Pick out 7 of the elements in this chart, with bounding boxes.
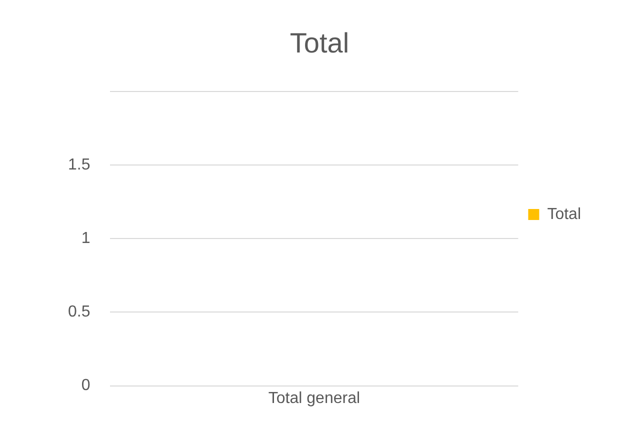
chart-title: Total xyxy=(290,28,350,59)
legend-label: Total xyxy=(547,206,581,223)
y-tick-label: 0 xyxy=(81,377,90,394)
y-tick-label: 1.5 xyxy=(68,156,90,174)
x-tick-label: Total general xyxy=(268,390,360,407)
y-tick-label: 1 xyxy=(81,230,90,248)
y-tick-label: 0.5 xyxy=(68,304,90,321)
